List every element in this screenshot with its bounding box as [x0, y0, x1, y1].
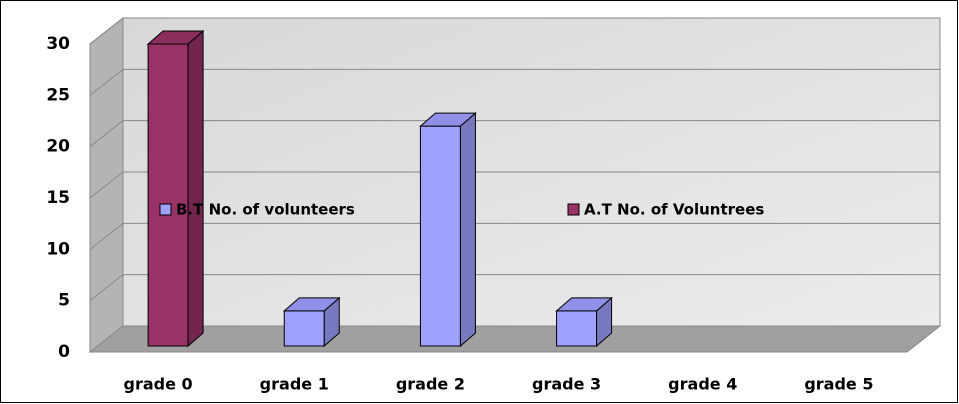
bar [282, 296, 341, 348]
legend-swatch [567, 203, 580, 216]
bar-front [147, 43, 189, 347]
y-tick-label: 5 [58, 291, 70, 311]
bar-top [419, 112, 477, 127]
y-tick-label: 20 [46, 137, 70, 157]
y-tick-label: 0 [58, 342, 70, 362]
bar-side [187, 29, 204, 348]
grid-line [89, 120, 124, 148]
bar-front [419, 125, 461, 347]
bar-front [283, 310, 325, 347]
bar [419, 112, 477, 348]
y-tick-label: 30 [46, 34, 70, 54]
bar [555, 296, 613, 348]
x-tick-label: grade 0 [124, 375, 193, 394]
grid-line [89, 17, 124, 45]
y-tick-label: 15 [46, 188, 70, 208]
bar-top [555, 297, 613, 312]
bar-side [459, 112, 476, 348]
grid-line [89, 274, 124, 302]
x-tick-label: grade 3 [532, 375, 601, 394]
floor [88, 325, 942, 353]
x-tick-label: grade 2 [396, 375, 465, 394]
bar-top [146, 30, 205, 45]
y-tick-label: 25 [46, 85, 70, 105]
legend-label: A.T No. of Voluntrees [584, 201, 764, 219]
legend-swatch [159, 203, 172, 216]
bar-front [556, 310, 598, 347]
x-tick-label: grade 4 [668, 375, 737, 394]
legend-label: B.T No. of volunteers [176, 201, 355, 219]
bar [146, 29, 205, 348]
grid-line [89, 222, 124, 250]
y-tick-label: 10 [46, 239, 70, 259]
grid-line [89, 68, 124, 96]
x-tick-label: grade 5 [804, 375, 873, 394]
x-tick-label: grade 1 [260, 375, 329, 394]
bar-top [282, 297, 341, 312]
grid-line [89, 171, 124, 199]
